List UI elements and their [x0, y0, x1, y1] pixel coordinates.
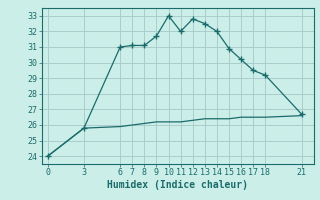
X-axis label: Humidex (Indice chaleur): Humidex (Indice chaleur)	[107, 180, 248, 190]
